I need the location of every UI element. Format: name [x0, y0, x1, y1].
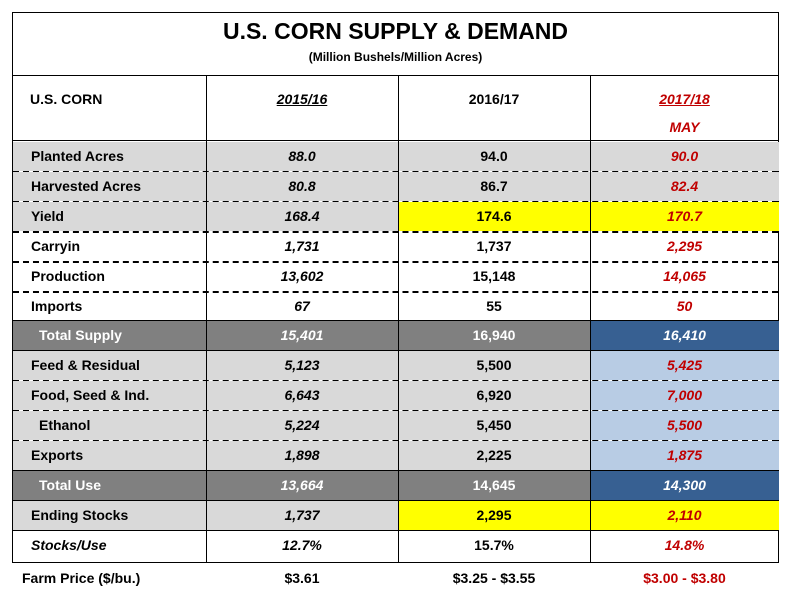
- row-label: Feed & Residual: [13, 351, 206, 381]
- value-2016: 5,500: [398, 351, 590, 381]
- row-divider: [12, 499, 779, 501]
- value-2015: 13,602: [280, 267, 324, 284]
- header-col-2017: 2017/18: [659, 91, 710, 107]
- column-divider: [206, 76, 207, 563]
- table-row: Exports 1,898 2,225 1,875: [12, 441, 779, 470]
- table-row: Imports 67 55 50: [12, 292, 779, 321]
- value-2015: 80.8: [206, 171, 398, 201]
- row-divider: [12, 529, 779, 531]
- value-2016: 6,920: [398, 381, 590, 411]
- row-divider: [13, 260, 778, 263]
- table-row: Carryin 1,731 1,737 2,295: [12, 232, 779, 261]
- value-2015: 5,123: [206, 351, 398, 381]
- header-label: U.S. CORN: [30, 91, 103, 107]
- value-2016: 5,450: [398, 411, 590, 441]
- table-row: Harvested Acres 80.8 86.7 82.4: [12, 171, 779, 201]
- value-2017: 2,295: [666, 237, 703, 254]
- table-row: Production 13,602 15,148 14,065: [12, 262, 779, 291]
- table-row: Ethanol 5,224 5,450 5,500: [12, 411, 779, 441]
- column-divider: [590, 76, 591, 563]
- row-label: Food, Seed & Ind.: [13, 381, 206, 411]
- value-2017: 5,500: [590, 411, 779, 441]
- value-2016: 14,645: [398, 470, 590, 500]
- row-label: Production: [31, 267, 105, 284]
- farm-price-2017: $3.00 - $3.80: [643, 570, 726, 586]
- value-2016: 55: [486, 297, 502, 314]
- header-col-2017-month: MAY: [669, 119, 700, 135]
- row-label: Harvested Acres: [13, 171, 206, 201]
- value-2016: 86.7: [398, 171, 590, 201]
- value-2016: 174.6: [398, 201, 590, 231]
- row-divider: [12, 350, 779, 352]
- value-2015: 67: [294, 297, 310, 314]
- row-label: Ethanol: [13, 411, 206, 441]
- row-label: Imports: [31, 297, 83, 314]
- row-divider: [12, 469, 779, 471]
- value-2016: 16,940: [398, 321, 590, 351]
- table-row: Total Use 13,664 14,645 14,300: [12, 470, 779, 500]
- farm-price-2015: $3.61: [284, 570, 320, 586]
- value-2017: 90.0: [590, 142, 779, 171]
- title-divider: [12, 75, 779, 76]
- page-subtitle: (Million Bushels/Million Acres): [308, 50, 483, 64]
- row-label: Total Supply: [13, 321, 206, 351]
- header-col-2016: 2016/17: [468, 91, 520, 107]
- value-2015: 1,731: [284, 237, 320, 254]
- row-label: Stocks/Use: [31, 536, 107, 553]
- table-row: Stocks/Use 12.7% 15.7% 14.8%: [12, 531, 779, 560]
- row-divider: [13, 230, 778, 233]
- row-label: Planted Acres: [13, 142, 206, 171]
- value-2015: 5,224: [206, 411, 398, 441]
- value-2016: 15,148: [472, 267, 516, 284]
- table-row: Ending Stocks 1,737 2,295 2,110: [12, 500, 779, 530]
- value-2015: 1,898: [206, 441, 398, 470]
- farm-price-label: Farm Price ($/bu.): [22, 570, 141, 586]
- row-divider: [12, 320, 779, 322]
- column-divider: [398, 76, 399, 563]
- value-2015: 88.0: [206, 142, 398, 171]
- value-2017: 1,875: [590, 441, 779, 470]
- row-label: Yield: [13, 201, 206, 231]
- value-2017: 16,410: [590, 321, 779, 351]
- page-title: U.S. CORN SUPPLY & DEMAND: [222, 18, 569, 44]
- value-2017: 2,110: [590, 500, 779, 530]
- value-2015: 13,664: [206, 470, 398, 500]
- row-label: Carryin: [31, 237, 81, 254]
- value-2015: 12.7%: [282, 536, 322, 553]
- value-2017: 170.7: [590, 201, 779, 231]
- table-row: Total Supply 15,401 16,940 16,410: [12, 321, 779, 351]
- table-row: Food, Seed & Ind. 6,643 6,920 7,000: [12, 381, 779, 411]
- row-label: Ending Stocks: [13, 500, 206, 530]
- value-2016: 2,225: [398, 441, 590, 470]
- table-row: Feed & Residual 5,123 5,500 5,425: [12, 351, 779, 381]
- value-2017: 5,425: [590, 351, 779, 381]
- header-col-2015: 2015/16: [276, 91, 328, 107]
- value-2015: 15,401: [206, 321, 398, 351]
- value-2017: 82.4: [590, 171, 779, 201]
- value-2016: 2,295: [398, 500, 590, 530]
- row-divider: [13, 290, 778, 293]
- row-label: Total Use: [13, 470, 206, 500]
- value-2015: 1,737: [206, 500, 398, 530]
- value-2016: 94.0: [398, 142, 590, 171]
- row-label: Exports: [13, 441, 206, 470]
- value-2016: 1,737: [476, 237, 512, 254]
- farm-price-2016: $3.25 - $3.55: [452, 570, 536, 586]
- table-frame: [12, 12, 779, 563]
- value-2015: 6,643: [206, 381, 398, 411]
- value-2016: 15.7%: [474, 536, 514, 553]
- value-2017: 14.8%: [664, 536, 705, 553]
- value-2017: 50: [676, 297, 693, 314]
- header-divider: [12, 140, 779, 141]
- value-2017: 14,065: [663, 267, 706, 284]
- table-row: Yield 168.4 174.6 170.7: [12, 201, 779, 231]
- table-row: Planted Acres 88.0 94.0 90.0: [12, 142, 779, 171]
- value-2017: 7,000: [590, 381, 779, 411]
- value-2017: 14,300: [590, 470, 779, 500]
- value-2015: 168.4: [206, 201, 398, 231]
